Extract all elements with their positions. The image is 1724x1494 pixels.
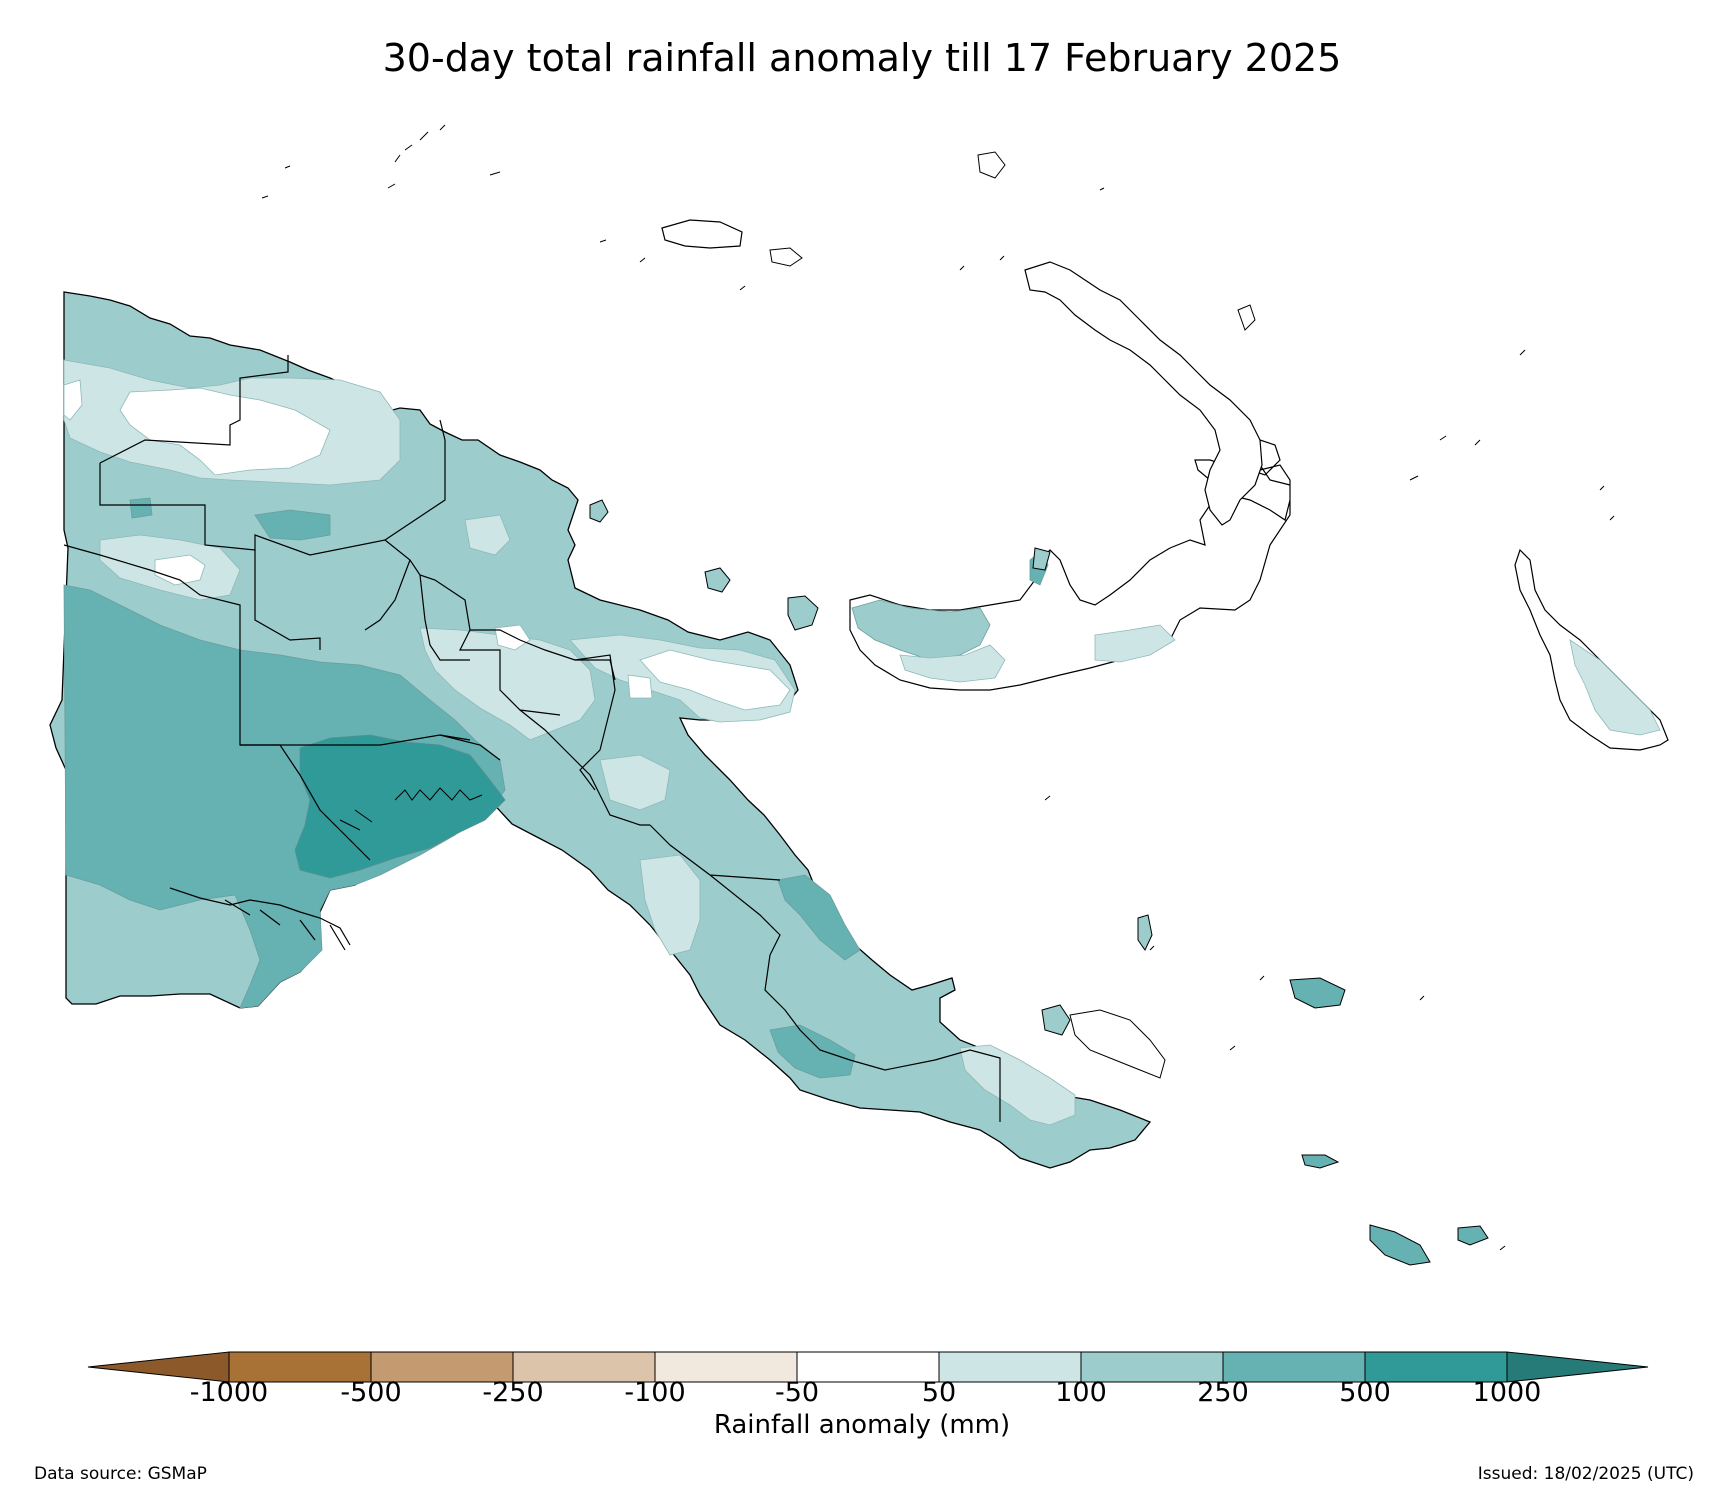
colorbar-tick: -100 — [624, 1377, 686, 1408]
anomaly-250-500-west-patch — [129, 497, 153, 519]
goodenough-island — [1041, 1004, 1071, 1036]
north-small-island — [1237, 304, 1256, 331]
tagula-island — [1457, 1225, 1489, 1246]
misima-island — [1301, 1154, 1340, 1169]
colorbar-bin — [938, 1351, 1082, 1383]
anomaly-neutral-madang-small — [627, 674, 653, 699]
long-island — [787, 595, 819, 631]
colorbar-label: Rainfall anomaly (mm) — [713, 1410, 1011, 1440]
colorbar-tick: -1000 — [189, 1377, 269, 1408]
anomaly-neutral-north — [119, 387, 331, 476]
anomaly-50-100-sepik — [464, 514, 511, 556]
colorbar-bin — [370, 1351, 514, 1383]
anomaly-500-1000-core — [294, 734, 506, 879]
manus-east-islet — [769, 247, 803, 267]
woodlark-island — [1289, 977, 1346, 1009]
colorbar-tick: 100 — [1055, 1377, 1107, 1408]
colorbar-bin — [512, 1351, 656, 1383]
anomaly-50-100-central-south — [639, 854, 701, 956]
anomaly-250-500-southwest — [63, 584, 506, 1009]
fly-river-delta — [169, 887, 351, 951]
anomaly-50-100-milne — [959, 1044, 1076, 1126]
map-title: 30-day total rainfall anomaly till 17 Fe… — [382, 36, 1342, 80]
anomaly-neutral-west — [154, 554, 206, 586]
colorbar-tick: 500 — [1339, 1377, 1391, 1408]
trobriand-island — [1137, 914, 1153, 951]
new-ireland — [1024, 261, 1263, 526]
south-coast-inlets — [339, 787, 483, 831]
new-hanover — [977, 151, 1006, 179]
colorbar-bin — [796, 1351, 940, 1383]
mainland — [49, 291, 1152, 1169]
colorbar-bin — [654, 1351, 798, 1383]
colorbar-tick: -50 — [774, 1377, 820, 1408]
new-britain — [849, 439, 1291, 691]
new-britain-anomaly-100-250-west — [851, 599, 991, 661]
data-source-note: Data source: GSMaP — [34, 1464, 207, 1484]
manus-island — [661, 219, 743, 249]
anomaly-250-500-north-strip — [254, 509, 331, 541]
anomaly-neutral-madang — [639, 649, 791, 711]
islands — [589, 304, 1489, 1266]
new-britain-anomaly-50-100-west — [899, 644, 1006, 683]
issued-date-note: Issued: 18/02/2025 (UTC) — [1477, 1464, 1694, 1484]
rossel-island — [1369, 1224, 1431, 1266]
colorbar-tick: -500 — [340, 1377, 402, 1408]
colorbar-tick: 1000 — [1472, 1377, 1542, 1408]
anomaly-50-100-east — [599, 754, 671, 811]
new-britain-anomaly-50-100-east — [1094, 624, 1176, 663]
bougainville-anomaly-50-100 — [1569, 639, 1661, 736]
colorbar-bin — [1364, 1351, 1508, 1383]
tiny-islets — [261, 124, 1615, 1251]
province-boundaries — [63, 355, 1001, 1122]
fergusson-island — [1069, 1009, 1166, 1079]
colorbar-bin — [1080, 1351, 1224, 1383]
colorbar-tick: -250 — [482, 1377, 544, 1408]
colorbar-tick: 50 — [921, 1377, 957, 1408]
umboi-island — [1032, 547, 1051, 571]
manam-island — [704, 567, 731, 593]
karkar-island — [589, 499, 609, 523]
anomaly-250-500-eastcoast — [777, 874, 861, 961]
anomaly-neutral-northwest — [63, 379, 83, 421]
anomaly-250-500-papuan-south — [769, 1024, 856, 1079]
colorbar-tick: 250 — [1197, 1377, 1249, 1408]
colorbar-over-triangle — [1506, 1351, 1649, 1383]
